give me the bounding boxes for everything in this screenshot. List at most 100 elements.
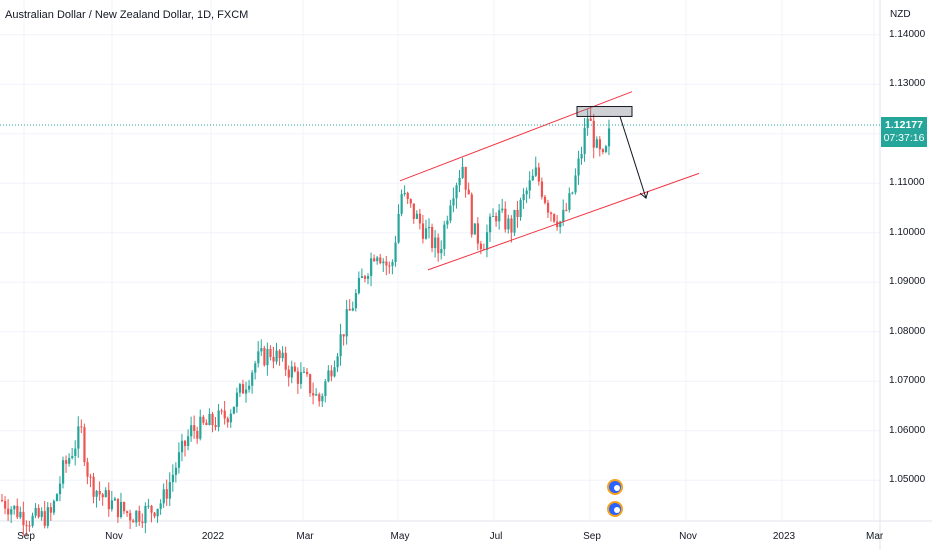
candle-body — [562, 209, 565, 222]
last-price-badge: 1.12177 — [881, 117, 927, 132]
candle-body — [458, 177, 461, 186]
candle-body — [13, 505, 16, 510]
candle-body — [86, 462, 89, 477]
candle-body — [312, 393, 315, 396]
candle-body — [80, 426, 83, 428]
price-tick-label: 1.13000 — [889, 78, 926, 90]
candle-body — [540, 181, 544, 197]
candle-body — [400, 194, 403, 214]
candle-body — [187, 436, 190, 446]
candle-body — [77, 426, 80, 449]
candle-body — [46, 507, 49, 526]
candle-body — [190, 425, 193, 437]
bar-countdown: 07:37:16 — [881, 132, 927, 147]
candle-body — [49, 507, 52, 513]
candle-body — [315, 394, 318, 396]
candle-body — [275, 350, 278, 362]
candle-body — [409, 199, 412, 204]
candle-body — [568, 193, 571, 210]
candle-body — [513, 209, 516, 233]
candle-body — [501, 208, 504, 211]
time-tick-label: May — [390, 531, 410, 542]
candle-body — [211, 413, 214, 426]
candle-body — [449, 205, 452, 221]
candle-body — [65, 460, 68, 464]
candle-body — [440, 249, 443, 254]
event-flag-detail — [614, 485, 620, 491]
candle-body — [467, 189, 470, 195]
candle-body — [287, 369, 290, 378]
event-markers — [607, 479, 623, 517]
candle-body — [19, 511, 22, 518]
candle-body — [55, 494, 59, 501]
candle-body — [495, 216, 498, 222]
candle-body — [327, 370, 330, 382]
channel-upper-line — [399, 91, 633, 182]
candle-body — [10, 509, 13, 515]
candle-body — [7, 508, 10, 515]
price-tick-label: 1.09000 — [889, 276, 926, 288]
time-tick-label: Nov — [105, 531, 123, 542]
candle-body — [290, 366, 293, 378]
candle-body — [309, 374, 312, 394]
candle-body — [553, 214, 556, 222]
candle-body — [226, 418, 229, 423]
candle-body — [592, 120, 595, 148]
candle-body — [107, 490, 110, 510]
currency-label: NZD — [890, 9, 911, 20]
candle-body — [25, 525, 28, 527]
candle-body — [428, 226, 431, 229]
candle-body — [68, 458, 71, 464]
candle-body — [403, 192, 406, 195]
candle-body — [394, 242, 397, 263]
candle-body — [443, 224, 446, 250]
candle-body — [498, 210, 501, 222]
candle-body — [373, 258, 376, 262]
candle-body — [476, 223, 479, 244]
candle-body — [141, 521, 144, 524]
candle-body — [351, 308, 354, 311]
candle-body — [510, 218, 513, 233]
candle-body — [318, 394, 321, 402]
candles — [1, 107, 611, 536]
candle-body — [251, 372, 254, 386]
candle-body — [52, 500, 56, 513]
candle-body — [385, 261, 388, 266]
candle-body — [196, 430, 199, 439]
time-tick-label: 2023 — [772, 531, 796, 542]
candle-body — [156, 508, 159, 517]
candle-body — [180, 440, 184, 453]
candle-body — [537, 167, 540, 182]
candle-body — [263, 348, 266, 366]
candle-body — [217, 410, 220, 428]
candle-body — [71, 456, 74, 459]
candle-body — [150, 505, 153, 513]
candle-body — [98, 490, 101, 495]
candle-body — [492, 216, 495, 218]
time-tick-label: 2022 — [201, 531, 225, 542]
candle-body — [205, 422, 208, 426]
candle-body — [92, 476, 95, 497]
candle-body — [333, 367, 336, 377]
down-arrow-head — [639, 190, 649, 199]
candle-body — [241, 384, 245, 394]
candle-body — [519, 200, 522, 218]
candle-body — [199, 416, 202, 439]
candle-body — [123, 502, 126, 512]
candle-body — [257, 351, 260, 364]
time-tick-label: Nov — [679, 531, 697, 542]
candle-body — [525, 190, 528, 195]
candle-body — [595, 139, 598, 148]
candle-body — [214, 425, 217, 428]
candle-body — [293, 366, 296, 372]
time-tick-label: Sep — [17, 531, 35, 542]
candle-body — [83, 427, 86, 463]
candle-body — [177, 452, 181, 468]
candle-body — [543, 196, 547, 203]
price-tick-label: 1.05000 — [889, 474, 926, 486]
candle-body — [281, 352, 284, 359]
candle-body — [34, 507, 37, 516]
candle-body — [113, 498, 117, 501]
